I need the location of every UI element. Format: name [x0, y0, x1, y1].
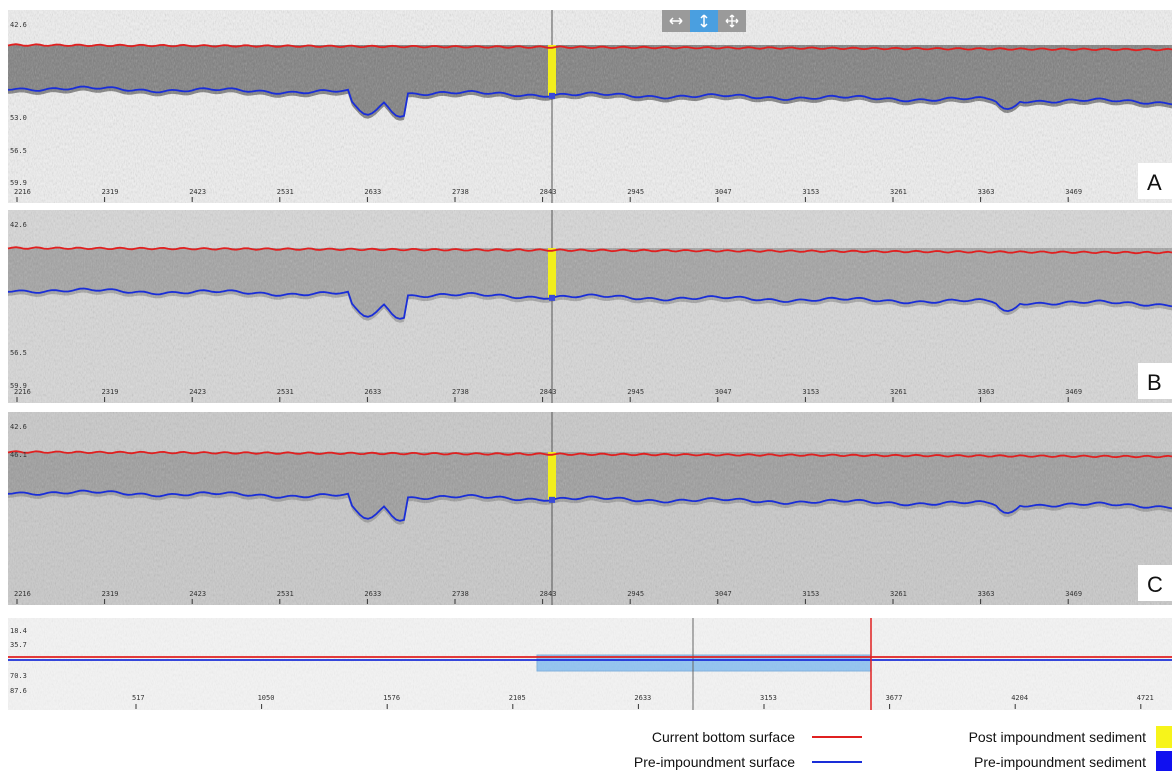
marker	[549, 497, 555, 503]
x-tick-label: 2945	[627, 590, 644, 598]
x-tick-label: 2423	[189, 188, 206, 196]
y-tick-label: 70.3	[10, 672, 27, 680]
toolbar	[662, 10, 746, 32]
x-tick-label: 3153	[802, 590, 819, 598]
x-tick-label: 3047	[715, 188, 732, 196]
x-tick-label: 2531	[277, 388, 294, 396]
figure: 42.653.056.559.9221623192423253126332738…	[0, 0, 1172, 771]
x-tick-label: 2105	[509, 694, 526, 702]
y-tick-label: 18.4	[10, 627, 27, 635]
post-impoundment-bar	[548, 452, 556, 500]
x-tick-label: 2423	[189, 388, 206, 396]
x-tick-label: 2843	[540, 188, 557, 196]
x-tick-label: 2843	[540, 590, 557, 598]
x-tick-label: 3153	[760, 694, 777, 702]
legend-swatch	[1156, 726, 1172, 748]
x-tick-label: 4721	[1137, 694, 1154, 702]
echogram-panel: 42.6 46.1 2216 2319 2423 2531 2633 2738 2843 2945…	[8, 412, 1172, 605]
panel-letter: A	[1147, 170, 1162, 195]
y-tick-label: 56.5	[10, 349, 27, 357]
x-tick-label: 2843	[540, 388, 557, 396]
x-tick-label: 3469	[1065, 188, 1082, 196]
marker	[549, 93, 555, 99]
x-tick-label: 2216	[14, 388, 31, 396]
x-tick-label: 2945	[627, 388, 644, 396]
y-tick-label: 35.7	[10, 641, 27, 649]
post-impoundment-bar	[548, 45, 556, 96]
x-tick-label: 2945	[627, 188, 644, 196]
x-tick-label: 2738	[452, 188, 469, 196]
noise	[8, 210, 1172, 403]
x-tick-label: 2216	[14, 188, 31, 196]
legend-swatch	[1156, 751, 1172, 771]
x-tick-label: 3047	[715, 388, 732, 396]
legend: Current bottom surface Pre-impoundment su…	[634, 726, 1172, 771]
x-tick-label: 3261	[890, 388, 907, 396]
x-tick-label: 2738	[452, 388, 469, 396]
x-tick-label: 2633	[364, 188, 381, 196]
x-tick-label: 1576	[383, 694, 400, 702]
x-tick-label: 3363	[978, 590, 995, 598]
x-tick-label: 2319	[102, 590, 119, 598]
marker	[549, 295, 555, 301]
y-tick-label: 56.5	[10, 147, 27, 155]
x-tick-label: 2633	[364, 590, 381, 598]
x-tick-label: 3047	[715, 590, 732, 598]
legend-label: Pre-impoundment sediment	[974, 754, 1146, 770]
x-tick-label: 2531	[277, 188, 294, 196]
noise	[8, 412, 1172, 605]
x-tick-label: 3469	[1065, 590, 1082, 598]
y-tick-label: 42.6	[10, 423, 27, 431]
y-tick-label: 42.6	[10, 221, 27, 229]
y-tick-label: 59.9	[10, 179, 27, 187]
x-tick-label: 2216	[14, 590, 31, 598]
x-tick-label: 1050	[258, 694, 275, 702]
y-tick-label: 87.6	[10, 687, 27, 695]
x-tick-label: 2633	[634, 694, 651, 702]
x-tick-label: 3261	[890, 590, 907, 598]
x-tick-label: 2319	[102, 188, 119, 196]
y-tick-label: 42.6	[10, 21, 27, 29]
x-tick-label: 517	[132, 694, 145, 702]
post-impoundment-bar	[548, 248, 556, 298]
x-tick-label: 4204	[1011, 694, 1028, 702]
x-tick-label: 3153	[802, 388, 819, 396]
y-tick-label: 46.1	[10, 451, 27, 459]
panel-letter: C	[1147, 572, 1163, 597]
x-tick-label: 2738	[452, 590, 469, 598]
x-tick-label: 3363	[978, 188, 995, 196]
x-tick-label: 3153	[802, 188, 819, 196]
x-tick-label: 2633	[364, 388, 381, 396]
y-tick-label: 53.0	[10, 114, 27, 122]
x-tick-label: 3677	[886, 694, 903, 702]
x-tick-label: 3469	[1065, 388, 1082, 396]
x-tick-label: 3261	[890, 188, 907, 196]
legend-label: Pre-impoundment surface	[634, 754, 795, 770]
noise	[8, 10, 1172, 203]
x-tick-label: 3363	[978, 388, 995, 396]
x-tick-label: 2319	[102, 388, 119, 396]
panel-letter: B	[1147, 370, 1162, 395]
legend-label: Post impoundment sediment	[969, 729, 1147, 745]
x-tick-label: 2531	[277, 590, 294, 598]
x-tick-label: 2423	[189, 590, 206, 598]
legend-label: Current bottom surface	[652, 729, 795, 745]
